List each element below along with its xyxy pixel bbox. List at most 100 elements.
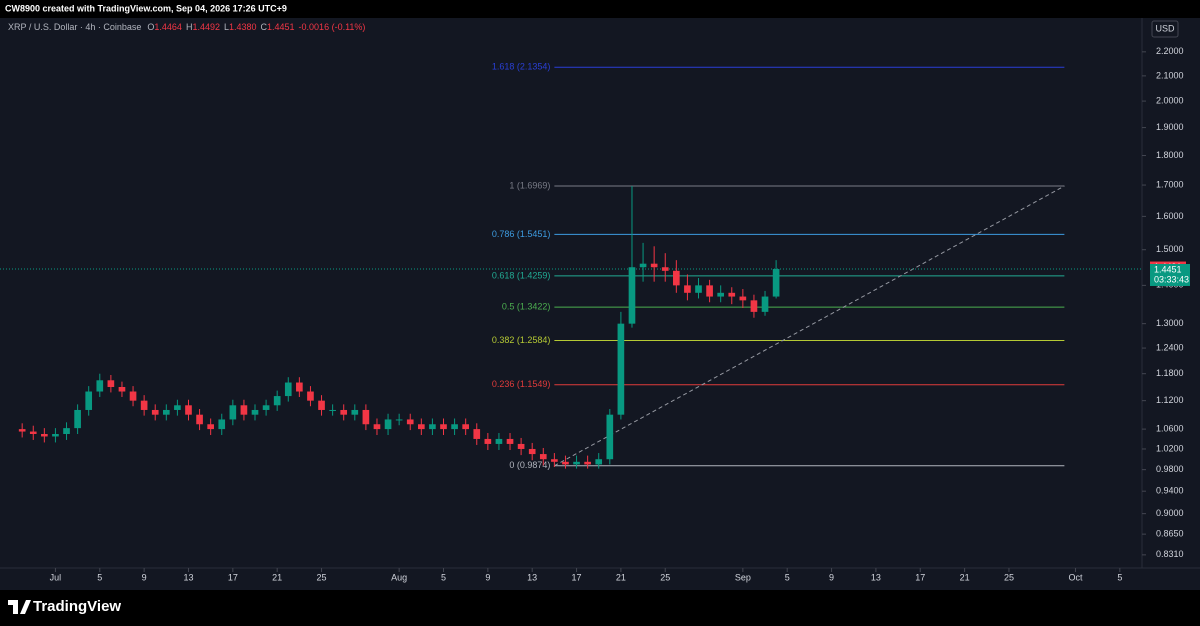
candle-body <box>296 382 303 392</box>
candle-body <box>684 285 691 293</box>
candle-body <box>506 438 514 444</box>
y-tick-label: 1.2400 <box>1156 342 1184 352</box>
candle-body <box>761 296 769 312</box>
legend-value: 1.4464 <box>154 22 182 32</box>
legend-change: -0.0016 (-0.11%) <box>299 22 366 32</box>
trend-line <box>554 185 1065 467</box>
candle-body <box>417 424 425 430</box>
candle-body <box>528 448 536 455</box>
symbol-legend: XRP / U.S. Dollar · 4h · Coinbase O1.4464… <box>8 22 365 32</box>
candle-body <box>706 285 713 297</box>
x-tick-label: 13 <box>871 572 881 582</box>
x-tick-label: 17 <box>228 572 238 582</box>
candle-body <box>717 292 725 297</box>
candle-body <box>617 323 625 415</box>
y-tick-label: 1.1200 <box>1156 395 1184 405</box>
x-tick-label: 21 <box>960 572 970 582</box>
fib-label: 1 (1.6969) <box>509 180 550 190</box>
candle-body <box>772 269 780 297</box>
x-tick-label: 9 <box>829 572 834 582</box>
candle-body <box>196 414 203 425</box>
x-tick-label: 25 <box>1004 572 1014 582</box>
credit: CW8900 created with TradingView.com, Sep… <box>5 3 287 13</box>
y-tick-label: 1.7000 <box>1156 179 1184 189</box>
y-tick-label: 1.5000 <box>1156 244 1184 254</box>
y-tick-label: 0.9800 <box>1156 464 1184 474</box>
y-tick-label: 1.6000 <box>1156 211 1184 221</box>
currency-box[interactable] <box>1151 20 1179 38</box>
candle-body <box>74 409 81 429</box>
fib-label: 0.382 (1.2584) <box>492 335 551 345</box>
x-tick-label: 25 <box>660 572 670 582</box>
y-tick-label: 0.9000 <box>1156 508 1184 518</box>
candle-body <box>41 434 48 437</box>
fib-label: 0.236 (1.1549) <box>492 379 551 389</box>
x-tick-label: 9 <box>142 572 147 582</box>
x-tick-label: Sep <box>735 572 751 582</box>
currency: USD <box>1155 23 1175 33</box>
candle-body <box>595 459 603 465</box>
brand: TradingView <box>33 598 121 615</box>
fib-label: 0.5 (1.3422) <box>502 302 551 312</box>
candle-body <box>140 400 148 410</box>
candle-body <box>151 409 159 415</box>
candle-body <box>395 419 403 421</box>
y-tick-label: 0.8310 <box>1156 549 1184 559</box>
y-tick-label: 1.1800 <box>1156 368 1184 378</box>
candle-body <box>673 270 680 286</box>
candle-body <box>129 391 137 401</box>
fib-label: 0.786 (1.5451) <box>492 229 551 239</box>
candle-body <box>218 419 226 430</box>
legend-key: C <box>261 22 268 32</box>
legend-key: O <box>147 22 154 32</box>
candle-body <box>584 461 591 465</box>
fib-label: 0 (0.9874) <box>509 460 550 470</box>
candle-body <box>728 292 736 297</box>
candle-body <box>373 424 381 430</box>
y-tick-label: 0.8650 <box>1156 529 1184 539</box>
candle-body <box>539 454 547 460</box>
candle-body <box>174 405 181 410</box>
candle-body <box>517 443 525 449</box>
candle-body <box>240 405 248 415</box>
x-tick-label: 21 <box>272 572 282 582</box>
candle-body <box>118 387 126 392</box>
x-tick-label: 5 <box>785 572 790 582</box>
header-bar <box>0 0 1200 18</box>
candle-body <box>495 438 503 444</box>
x-tick-label: 25 <box>317 572 327 582</box>
candle-body <box>650 263 658 268</box>
candle-body <box>661 267 669 271</box>
candle-body <box>273 396 281 406</box>
candle-body <box>362 409 370 425</box>
candle-body <box>440 424 447 430</box>
y-tick-label: 1.3000 <box>1156 318 1184 328</box>
y-tick-label: 1.9000 <box>1156 122 1184 132</box>
x-tick-label: 5 <box>441 572 446 582</box>
candle-body <box>384 419 392 430</box>
y-tick-label: 2.2000 <box>1156 46 1184 56</box>
candle-body <box>307 391 314 401</box>
candle-body <box>185 405 192 415</box>
candle-body <box>429 424 436 430</box>
last-price-box <box>1150 263 1190 286</box>
candle-body <box>329 409 336 411</box>
candle-body <box>52 434 59 437</box>
candle-body <box>562 461 569 465</box>
footer <box>0 590 1200 626</box>
legend-value: 1.4492 <box>192 22 220 32</box>
y-tick-label: 1.0200 <box>1156 443 1184 453</box>
x-tick-label: 13 <box>527 572 537 582</box>
brand-logo <box>8 600 31 614</box>
candle-body <box>750 300 758 312</box>
candle-body <box>739 296 747 301</box>
x-tick-label: 5 <box>97 572 102 582</box>
candle-body <box>229 405 237 420</box>
candle-body <box>473 429 481 439</box>
candle-body <box>107 380 115 388</box>
fib-label: 0.618 (1.4259) <box>492 270 551 280</box>
countdown: 03:33:43 <box>1154 274 1189 284</box>
candle-body <box>351 409 359 415</box>
candle-body <box>96 380 104 392</box>
